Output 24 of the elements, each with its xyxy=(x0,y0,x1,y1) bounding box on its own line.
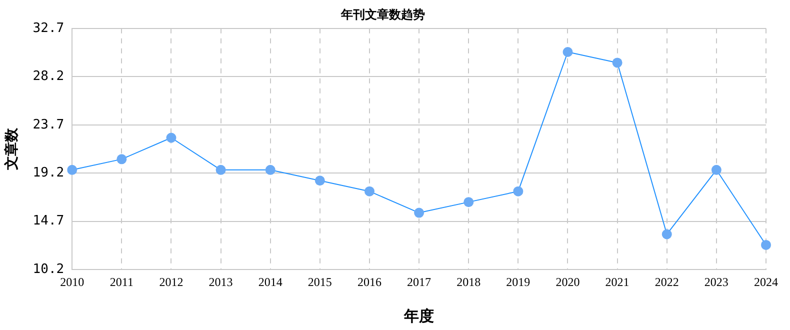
y-tick-label: 14.7 xyxy=(32,214,64,229)
x-tick-label: 2018 xyxy=(456,274,481,289)
y-tick-label: 32.7 xyxy=(32,20,64,36)
x-tick-label: 2010 xyxy=(60,274,84,289)
x-tick-label: 2017 xyxy=(407,274,432,289)
x-tick-label: 2022 xyxy=(654,274,679,289)
x-tick-label: 2016 xyxy=(357,274,382,289)
x-tick-label: 2015 xyxy=(308,274,332,289)
y-axis-title: 文章数 xyxy=(3,127,20,171)
chart-title: 年刊文章数趋势 xyxy=(340,7,425,22)
y-tick-label: 19.2 xyxy=(32,165,64,180)
x-axis-title: 年度 xyxy=(403,306,434,325)
y-tick-label: 28.2 xyxy=(32,69,64,84)
x-tick-label: 2011 xyxy=(110,274,134,289)
x-tick-label: 2023 xyxy=(704,274,728,289)
y-tick-label: 10.2 xyxy=(32,262,64,277)
x-tick-label: 2012 xyxy=(159,274,184,289)
x-tick-label: 2024 xyxy=(754,274,778,289)
x-tick-label: 2021 xyxy=(605,274,630,289)
x-tick-label: 2014 xyxy=(258,274,282,289)
y-tick-label: 23.7 xyxy=(32,117,64,132)
x-tick-label: 2019 xyxy=(506,274,530,289)
x-tick-label: 2013 xyxy=(208,274,233,289)
x-tick-label: 2020 xyxy=(556,274,580,289)
